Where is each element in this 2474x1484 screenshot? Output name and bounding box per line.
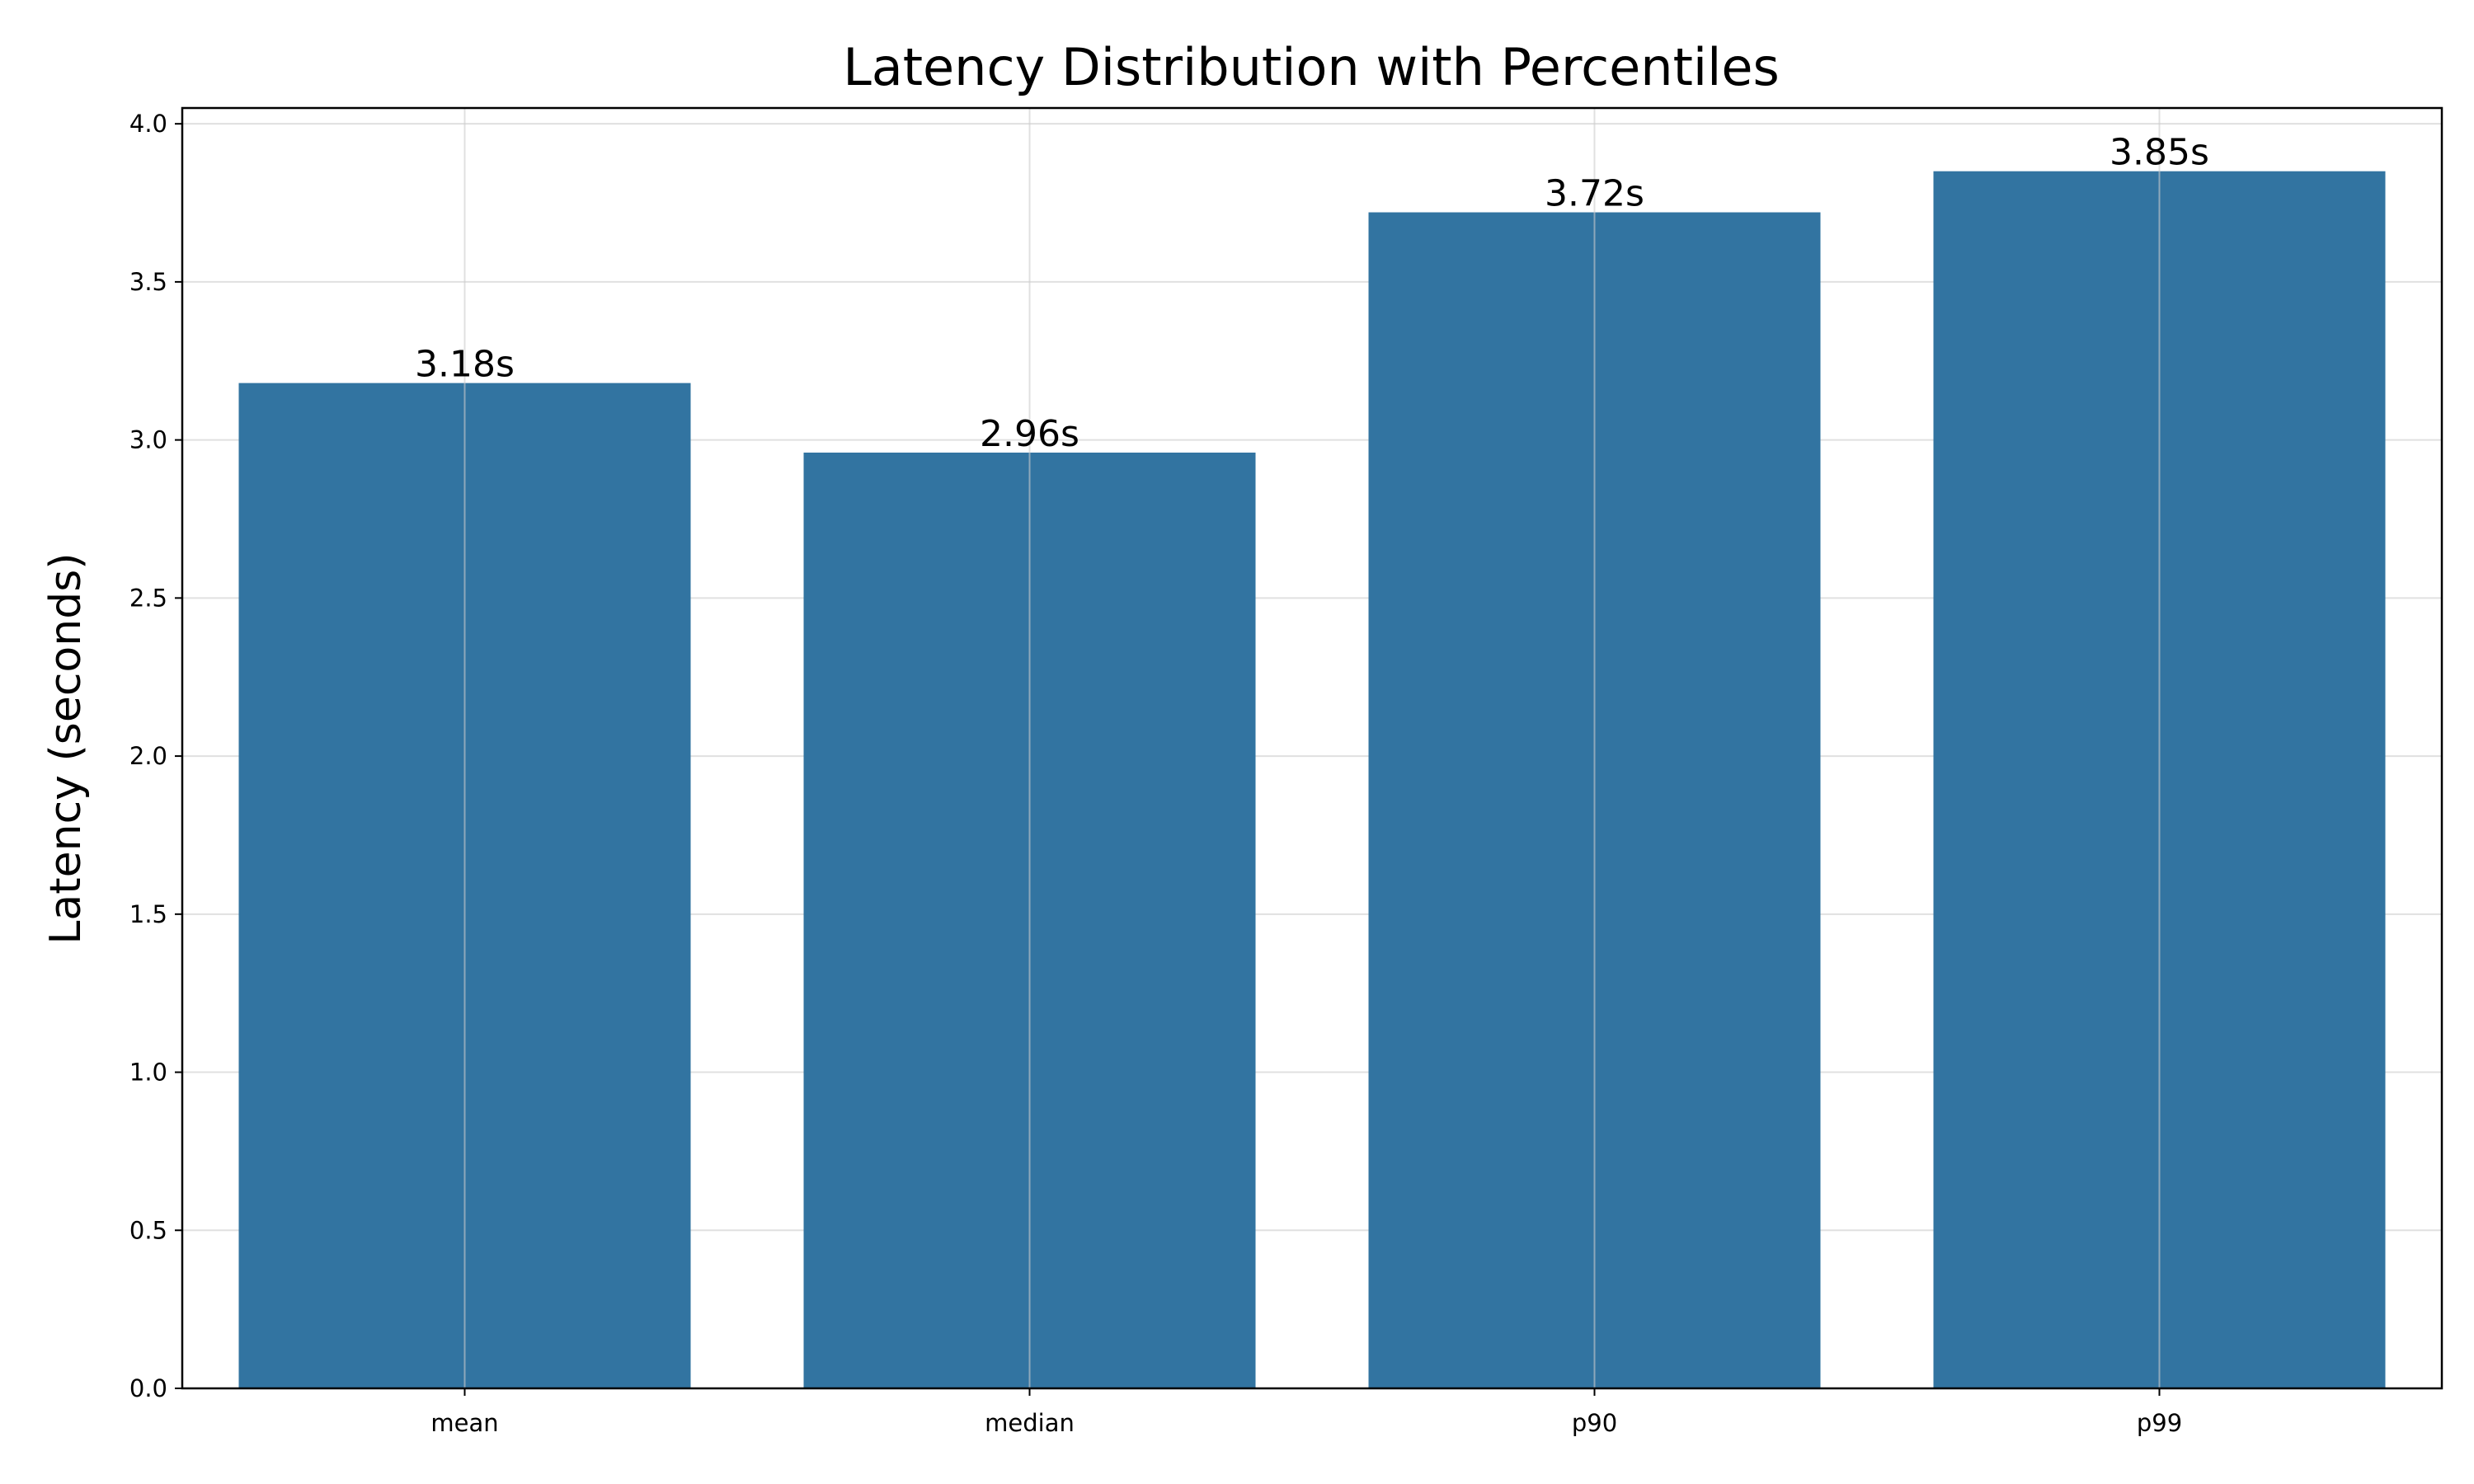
value-label: 3.72s — [1545, 173, 1644, 215]
y-axis-label: Latency (seconds) — [41, 552, 91, 944]
y-tick-label: 2.5 — [129, 584, 167, 612]
chart-title: Latency Distribution with Percentiles — [843, 37, 1780, 97]
y-tick-label: 3.5 — [129, 268, 167, 296]
y-tick-label: 0.5 — [129, 1216, 167, 1244]
y-tick-label: 1.0 — [129, 1059, 167, 1087]
value-label: 3.18s — [415, 344, 515, 386]
y-tick-label: 3.0 — [129, 426, 167, 454]
x-tick-label: mean — [430, 1409, 498, 1437]
y-tick-label: 1.5 — [129, 900, 167, 928]
y-axis-ticks: 0.0 0.5 1.0 1.5 2.0 2.5 3.0 3.5 4.0 — [129, 110, 182, 1402]
value-label: 3.85s — [2109, 132, 2209, 174]
x-tick-label: p90 — [1572, 1409, 1617, 1437]
bars — [238, 171, 2386, 1388]
vertical-grid-lines — [463, 108, 2161, 1388]
value-labels: 3.18s 2.96s 3.72s 3.85s — [415, 132, 2209, 455]
x-tick-label: median — [985, 1409, 1075, 1437]
plot-frame — [181, 106, 2443, 1390]
y-tick-label: 0.0 — [129, 1374, 167, 1402]
y-tick-label: 2.0 — [129, 742, 167, 770]
x-tick-label: p99 — [2137, 1409, 2182, 1437]
y-tick-label: 4.0 — [129, 110, 167, 138]
x-axis-ticks: mean median p90 p99 — [430, 1388, 2182, 1437]
value-label: 2.96s — [980, 413, 1079, 455]
